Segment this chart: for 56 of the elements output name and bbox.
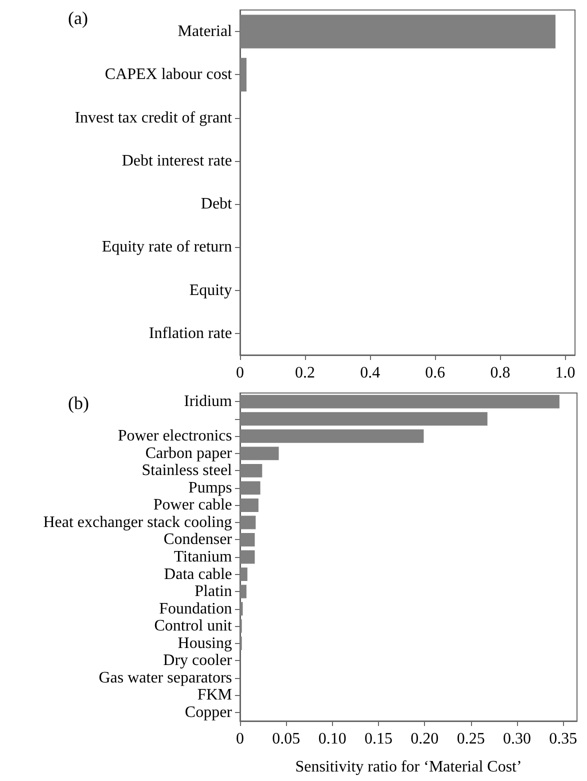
text: (a)	[68, 8, 88, 28]
y-tick-label: Housing	[178, 634, 232, 652]
y-tick-label: Gas water separators	[98, 669, 232, 686]
text: (b)	[68, 393, 89, 413]
x-tick-label: 0.15	[364, 730, 392, 748]
y-tick-label: Power electronics	[118, 428, 232, 445]
bar	[240, 550, 255, 564]
y-tick-label: Titanium	[174, 548, 233, 566]
x-tick-label: 0.20	[410, 730, 439, 748]
y-tick-label: Control unit	[154, 618, 233, 635]
bar	[240, 394, 560, 408]
y-tick-label: Equity	[189, 282, 232, 299]
bar	[240, 481, 260, 495]
x-tick-label: 0	[236, 364, 244, 382]
bar	[240, 584, 246, 598]
bar	[240, 568, 248, 581]
y-tick-label: Platin	[194, 583, 232, 600]
y-tick-label: Data cable	[164, 566, 232, 583]
y-tick-label: Power cable	[153, 496, 232, 514]
y-tick-label: Carbon paper	[145, 444, 233, 462]
x-tick-label: 0.8	[490, 364, 510, 382]
x-tick-label: 0.6	[425, 364, 446, 382]
x-tick-label: 0.35	[549, 730, 578, 748]
y-tick-label: Debt interest rate	[122, 152, 232, 170]
y-tick-label: Condenser	[164, 531, 233, 548]
x-tick-label: 0	[236, 730, 244, 748]
y-tick-label: Material	[178, 23, 233, 40]
y-tick-label: Invest tax credit of grant	[74, 109, 233, 126]
y-tick-label: Heat exchanger stack cooling	[43, 514, 232, 531]
bar	[240, 464, 262, 478]
bar	[240, 446, 279, 460]
y-tick-label: Iridium	[184, 393, 233, 410]
y-tick-label: Inflation rate	[148, 324, 232, 342]
bar	[240, 412, 488, 426]
x-tick-label: 0.05	[272, 730, 300, 748]
y-tick-label: Pumps	[188, 479, 232, 496]
y-tick-label: Equity rate of return	[102, 238, 232, 256]
x-axis-title: Sensitivity ratio for ‘Material Cost’	[295, 758, 522, 776]
y-tick-label: Foundation	[159, 600, 232, 618]
x-tick-label: 0.30	[502, 730, 531, 748]
x-tick-label: 0.10	[318, 730, 346, 748]
bar	[240, 516, 256, 530]
y-tick-label: FKM	[197, 686, 232, 704]
y-tick-label: Dry cooler	[163, 652, 233, 670]
y-tick-label: Debt	[200, 196, 233, 213]
bar	[240, 429, 424, 443]
y-tick-label: Copper	[184, 704, 233, 721]
x-tick-label: 0.25	[456, 730, 485, 748]
y-tick-label: Stainless steel	[142, 462, 233, 480]
x-tick-label: 0.2	[295, 364, 316, 382]
bar	[240, 533, 255, 546]
x-tick-label: 1.0	[555, 364, 576, 382]
x-tick-label: 0.4	[360, 364, 380, 382]
bar	[240, 602, 243, 616]
y-tick-label: CAPEX labour cost	[104, 66, 233, 84]
bar	[240, 498, 258, 512]
